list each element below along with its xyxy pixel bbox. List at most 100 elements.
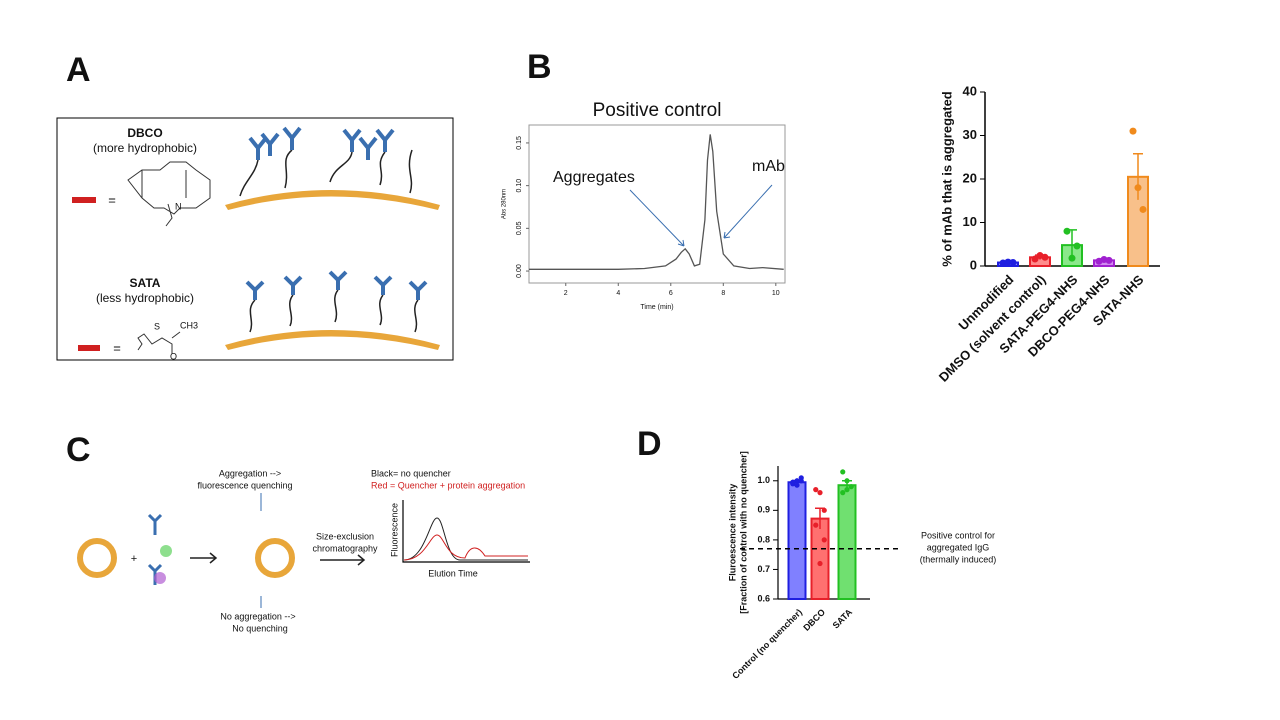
y-tick-label: 0.9 xyxy=(757,505,770,515)
antibodies xyxy=(248,126,395,160)
annotation: mAb xyxy=(752,158,785,175)
y-tick-label: 0.15 xyxy=(516,136,523,150)
x-tick-label: 8 xyxy=(721,290,725,297)
text: CH3 xyxy=(180,320,198,330)
liposome xyxy=(77,538,117,578)
annotation-arrow xyxy=(629,189,685,247)
text: = xyxy=(113,340,121,355)
molecule xyxy=(137,331,181,354)
panel-a: DBCO (more hydrophobic) = N SATA (less h… xyxy=(56,117,454,361)
linker-icon xyxy=(78,345,100,351)
arrow xyxy=(320,554,366,566)
data-point xyxy=(821,507,827,513)
data-point xyxy=(1139,205,1147,213)
y-tick-label: 0.7 xyxy=(757,564,770,574)
chart-title: Positive control xyxy=(593,100,722,121)
text: = xyxy=(108,192,116,207)
panel-c: + Aggregation --> fluorescence quenching… xyxy=(77,468,530,633)
dye xyxy=(160,545,172,557)
text: + xyxy=(131,553,137,565)
axis xyxy=(402,500,530,563)
frame xyxy=(56,117,454,361)
text: N xyxy=(175,201,182,211)
data-point xyxy=(790,479,796,485)
x-tick-label: 10 xyxy=(772,290,780,297)
text: Red = Quencher + protein aggregation xyxy=(371,480,525,490)
x-tick-label: 4 xyxy=(616,290,620,297)
data-point xyxy=(848,484,854,490)
text: Black= no quencher xyxy=(371,468,451,478)
data-point xyxy=(1068,254,1076,262)
bar xyxy=(787,481,807,600)
data-point xyxy=(844,487,850,493)
data-point xyxy=(1105,256,1113,264)
text: (less hydrophobic) xyxy=(96,291,194,305)
text: fluorescence quenching xyxy=(197,480,292,490)
antibodies xyxy=(147,513,163,585)
text: No aggregation --> xyxy=(220,611,295,621)
bar xyxy=(810,517,830,600)
x-tick-label: Control (no quencher) xyxy=(730,607,804,681)
panel-label: C xyxy=(66,431,91,469)
data-point xyxy=(1004,258,1012,266)
y-tick-label: 0.00 xyxy=(516,264,523,278)
linkers xyxy=(249,289,419,333)
molecule xyxy=(127,161,211,227)
y-tick-label: 0.10 xyxy=(516,179,523,193)
data-point xyxy=(1031,255,1039,263)
data-point xyxy=(844,478,850,484)
reference-label: Positive control for xyxy=(921,530,995,540)
text: Aggregation --> xyxy=(219,468,281,478)
bar xyxy=(837,484,857,601)
text: S xyxy=(154,321,160,331)
y-tick-label: 1.0 xyxy=(757,475,770,485)
data-point xyxy=(821,537,827,543)
y-tick-label: 0.05 xyxy=(516,221,523,235)
linkers xyxy=(239,149,413,197)
y-tick-label: 0.8 xyxy=(757,534,770,544)
data-point xyxy=(840,490,846,496)
panel-label: A xyxy=(66,51,91,89)
trace xyxy=(403,517,528,561)
y-tick-label: 30 xyxy=(963,127,977,142)
plot-frame xyxy=(528,124,786,284)
data-point xyxy=(840,469,846,475)
y-axis-title: % of mAb that is aggregated xyxy=(939,91,954,267)
reference-label: (thermally induced) xyxy=(920,554,997,564)
data-point xyxy=(1129,127,1137,135)
x-axis-title: Time (min) xyxy=(640,304,673,311)
y-axis-title: Abs 280nm xyxy=(502,189,508,219)
dye xyxy=(154,572,166,584)
text: DBCO xyxy=(127,126,162,140)
y-tick-label: 40 xyxy=(963,83,977,98)
data-point xyxy=(794,478,800,484)
text: SATA xyxy=(130,276,161,290)
data-point xyxy=(813,522,819,528)
axis-title: Fluorescence xyxy=(389,503,399,557)
data-point xyxy=(1073,242,1081,250)
axis-title: Elution Time xyxy=(428,568,478,578)
linker-icon xyxy=(72,197,96,203)
data-point xyxy=(798,478,804,484)
panel-label: D xyxy=(637,425,662,463)
y-axis-title: Fluroescence intensity xyxy=(727,484,737,582)
liposome xyxy=(255,538,295,578)
annotation: Aggregates xyxy=(553,169,635,186)
membrane xyxy=(225,190,440,210)
y-tick-label: 0 xyxy=(970,257,977,272)
x-tick-label: 2 xyxy=(564,290,568,297)
x-tick-label: DBCO xyxy=(801,607,827,633)
trace xyxy=(403,534,528,561)
text: chromatography xyxy=(312,543,378,553)
x-tick-label: SATA xyxy=(831,607,855,631)
panel-label: B xyxy=(527,48,552,86)
data-point xyxy=(794,482,800,488)
data-point xyxy=(817,490,823,496)
antibodies xyxy=(245,270,428,300)
text: (more hydrophobic) xyxy=(93,141,197,155)
data-point xyxy=(1063,227,1071,235)
y-tick-label: 0.6 xyxy=(757,593,770,603)
error-bar xyxy=(1133,153,1143,200)
y-axis-title: [Fraction of control with no quencher] xyxy=(738,451,748,614)
